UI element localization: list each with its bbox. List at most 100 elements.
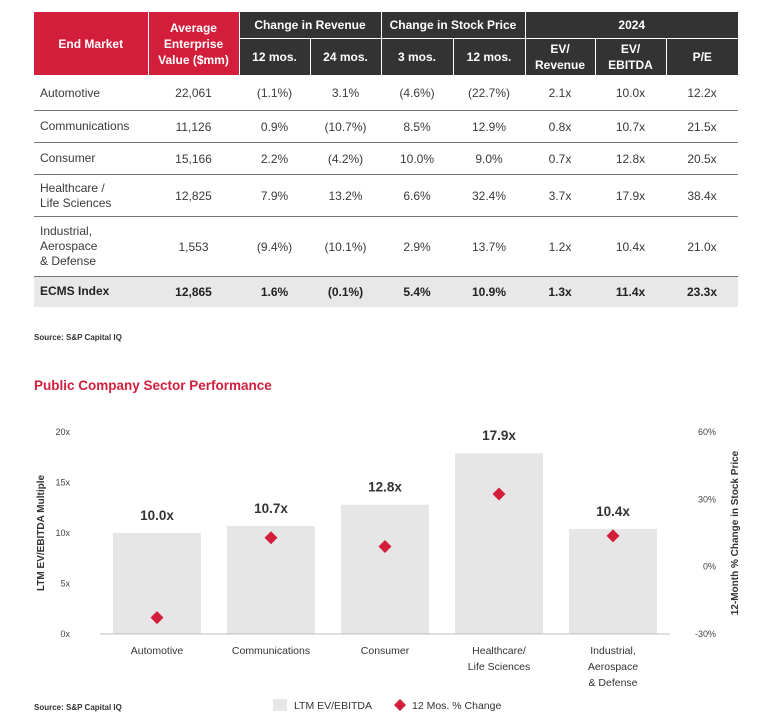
cell-st3: (4.6%) <box>381 75 453 111</box>
cell-evrev: 2.1x <box>525 75 595 111</box>
cell-evebitda: 10.0x <box>595 75 666 111</box>
legend-bar-swatch <box>273 699 287 711</box>
bar-data-label: 10.4x <box>596 504 630 519</box>
cell-pe: 21.5x <box>666 110 738 143</box>
header-pe: P/E <box>666 38 738 76</box>
cell-market: Healthcare / Life Sciences <box>34 174 148 217</box>
legend-diamond-swatch <box>394 699 406 711</box>
cell-market: Communications <box>34 110 148 143</box>
cell-market: Automotive <box>34 75 148 111</box>
cell-market: ECMS Index <box>34 276 148 307</box>
table-source-note: Source: S&P Capital IQ <box>34 333 122 342</box>
y-tick-label: 10x <box>55 528 70 538</box>
bar-data-label: 10.0x <box>140 508 174 523</box>
y-axis-title: LTM EV/EBITDA Multiple <box>36 475 47 592</box>
cell-evrev: 1.2x <box>525 216 595 277</box>
category-label: Life Sciences <box>468 661 530 673</box>
cell-rev12: 7.9% <box>239 174 310 217</box>
cell-st12: 13.7% <box>453 216 525 277</box>
cell-evrev: 0.7x <box>525 142 595 175</box>
bar <box>569 528 657 634</box>
diamond-point <box>264 531 278 545</box>
section-title: Public Company Sector Performance <box>34 378 272 393</box>
cell-pe: 38.4x <box>666 174 738 217</box>
bar-data-label: 17.9x <box>482 428 516 443</box>
cell-market: Consumer <box>34 142 148 175</box>
table-row: Communications 11,126 0.9% (10.7%) 8.5% … <box>34 110 738 143</box>
cell-st3: 6.6% <box>381 174 453 217</box>
cell-st12: 32.4% <box>453 174 525 217</box>
y2-tick-label: 0% <box>703 562 716 572</box>
cell-rev12: 1.6% <box>239 276 310 307</box>
cell-pe: 12.2x <box>666 75 738 111</box>
header-end-market: End Market <box>34 12 149 76</box>
cell-evrev: 1.3x <box>525 276 595 307</box>
cell-evebitda: 12.8x <box>595 142 666 175</box>
cell-ev: 22,061 <box>148 75 239 111</box>
y-tick-label: 15x <box>55 478 70 488</box>
chart-source-note: Source: S&P Capital IQ <box>34 703 122 712</box>
header-year: 2024 <box>525 12 738 39</box>
cell-st3: 5.4% <box>381 276 453 307</box>
cell-rev24: 13.2% <box>310 174 381 217</box>
y2-tick-label: 60% <box>698 427 716 437</box>
diamond-point <box>606 529 620 543</box>
cell-market: Industrial, Aerospace & Defense <box>34 216 148 277</box>
table-row: Healthcare / Life Sciences 12,825 7.9% 1… <box>34 174 738 217</box>
cell-evrev: 0.8x <box>525 110 595 143</box>
index-row: ECMS Index 12,865 1.6% (0.1%) 5.4% 10.9%… <box>34 276 738 307</box>
cell-st12: (22.7%) <box>453 75 525 111</box>
y-tick-label: 5x <box>60 579 70 589</box>
header-stock-12: 12 mos. <box>453 38 526 76</box>
bar <box>341 504 429 634</box>
cell-ev: 12,825 <box>148 174 239 217</box>
legend-diamond-label: 12 Mos. % Change <box>412 700 501 712</box>
header-ev-revenue: EV/ Revenue <box>525 38 596 76</box>
cell-ev: 11,126 <box>148 110 239 143</box>
category-label: Consumer <box>361 645 410 657</box>
header-change-revenue: Change in Revenue <box>239 12 382 39</box>
cell-rev12: 0.9% <box>239 110 310 143</box>
diamond-point <box>378 539 392 553</box>
cell-evrev: 3.7x <box>525 174 595 217</box>
y2-axis-title: 12-Month % Change in Stock Price <box>730 450 741 615</box>
category-label: & Defense <box>588 677 637 689</box>
cell-ev: 1,553 <box>148 216 239 277</box>
cell-rev24: (10.1%) <box>310 216 381 277</box>
bar-data-label: 12.8x <box>368 480 402 495</box>
bar-data-label: 10.7x <box>254 501 288 516</box>
bar <box>455 453 543 634</box>
cell-rev24: (4.2%) <box>310 142 381 175</box>
header-change-stock: Change in Stock Price <box>381 12 526 39</box>
comps-table: End Market Average Enterprise Value ($mm… <box>34 12 738 307</box>
diamond-point <box>150 611 164 625</box>
table-row: Industrial, Aerospace & Defense 1,553 (9… <box>34 216 738 277</box>
header-rev-24: 24 mos. <box>310 38 382 76</box>
cell-pe: 20.5x <box>666 142 738 175</box>
cell-st12: 12.9% <box>453 110 525 143</box>
y-tick-label: 20x <box>55 427 70 437</box>
category-label: Aerospace <box>588 661 638 673</box>
cell-pe: 21.0x <box>666 216 738 277</box>
header-avg-ev: Average Enterprise Value ($mm) <box>148 12 240 76</box>
category-label: Automotive <box>131 645 184 657</box>
cell-rev24: (0.1%) <box>310 276 381 307</box>
cell-rev12: 2.2% <box>239 142 310 175</box>
category-label: Industrial, <box>590 645 636 657</box>
cell-evebitda: 10.7x <box>595 110 666 143</box>
header-ev-ebitda: EV/ EBITDA <box>595 38 667 76</box>
cell-rev12: (9.4%) <box>239 216 310 277</box>
cell-st3: 8.5% <box>381 110 453 143</box>
legend-bar-label: LTM EV/EBITDA <box>294 700 372 712</box>
cell-ev: 15,166 <box>148 142 239 175</box>
cell-rev24: (10.7%) <box>310 110 381 143</box>
y2-tick-label: -30% <box>695 629 716 639</box>
category-label: Healthcare/ <box>472 645 526 657</box>
category-label: Communications <box>232 645 310 657</box>
y-tick-label: 0x <box>60 629 70 639</box>
cell-evebitda: 11.4x <box>595 276 666 307</box>
cell-rev24: 3.1% <box>310 75 381 111</box>
header-rev-12: 12 mos. <box>239 38 311 76</box>
header-stock-3: 3 mos. <box>381 38 454 76</box>
